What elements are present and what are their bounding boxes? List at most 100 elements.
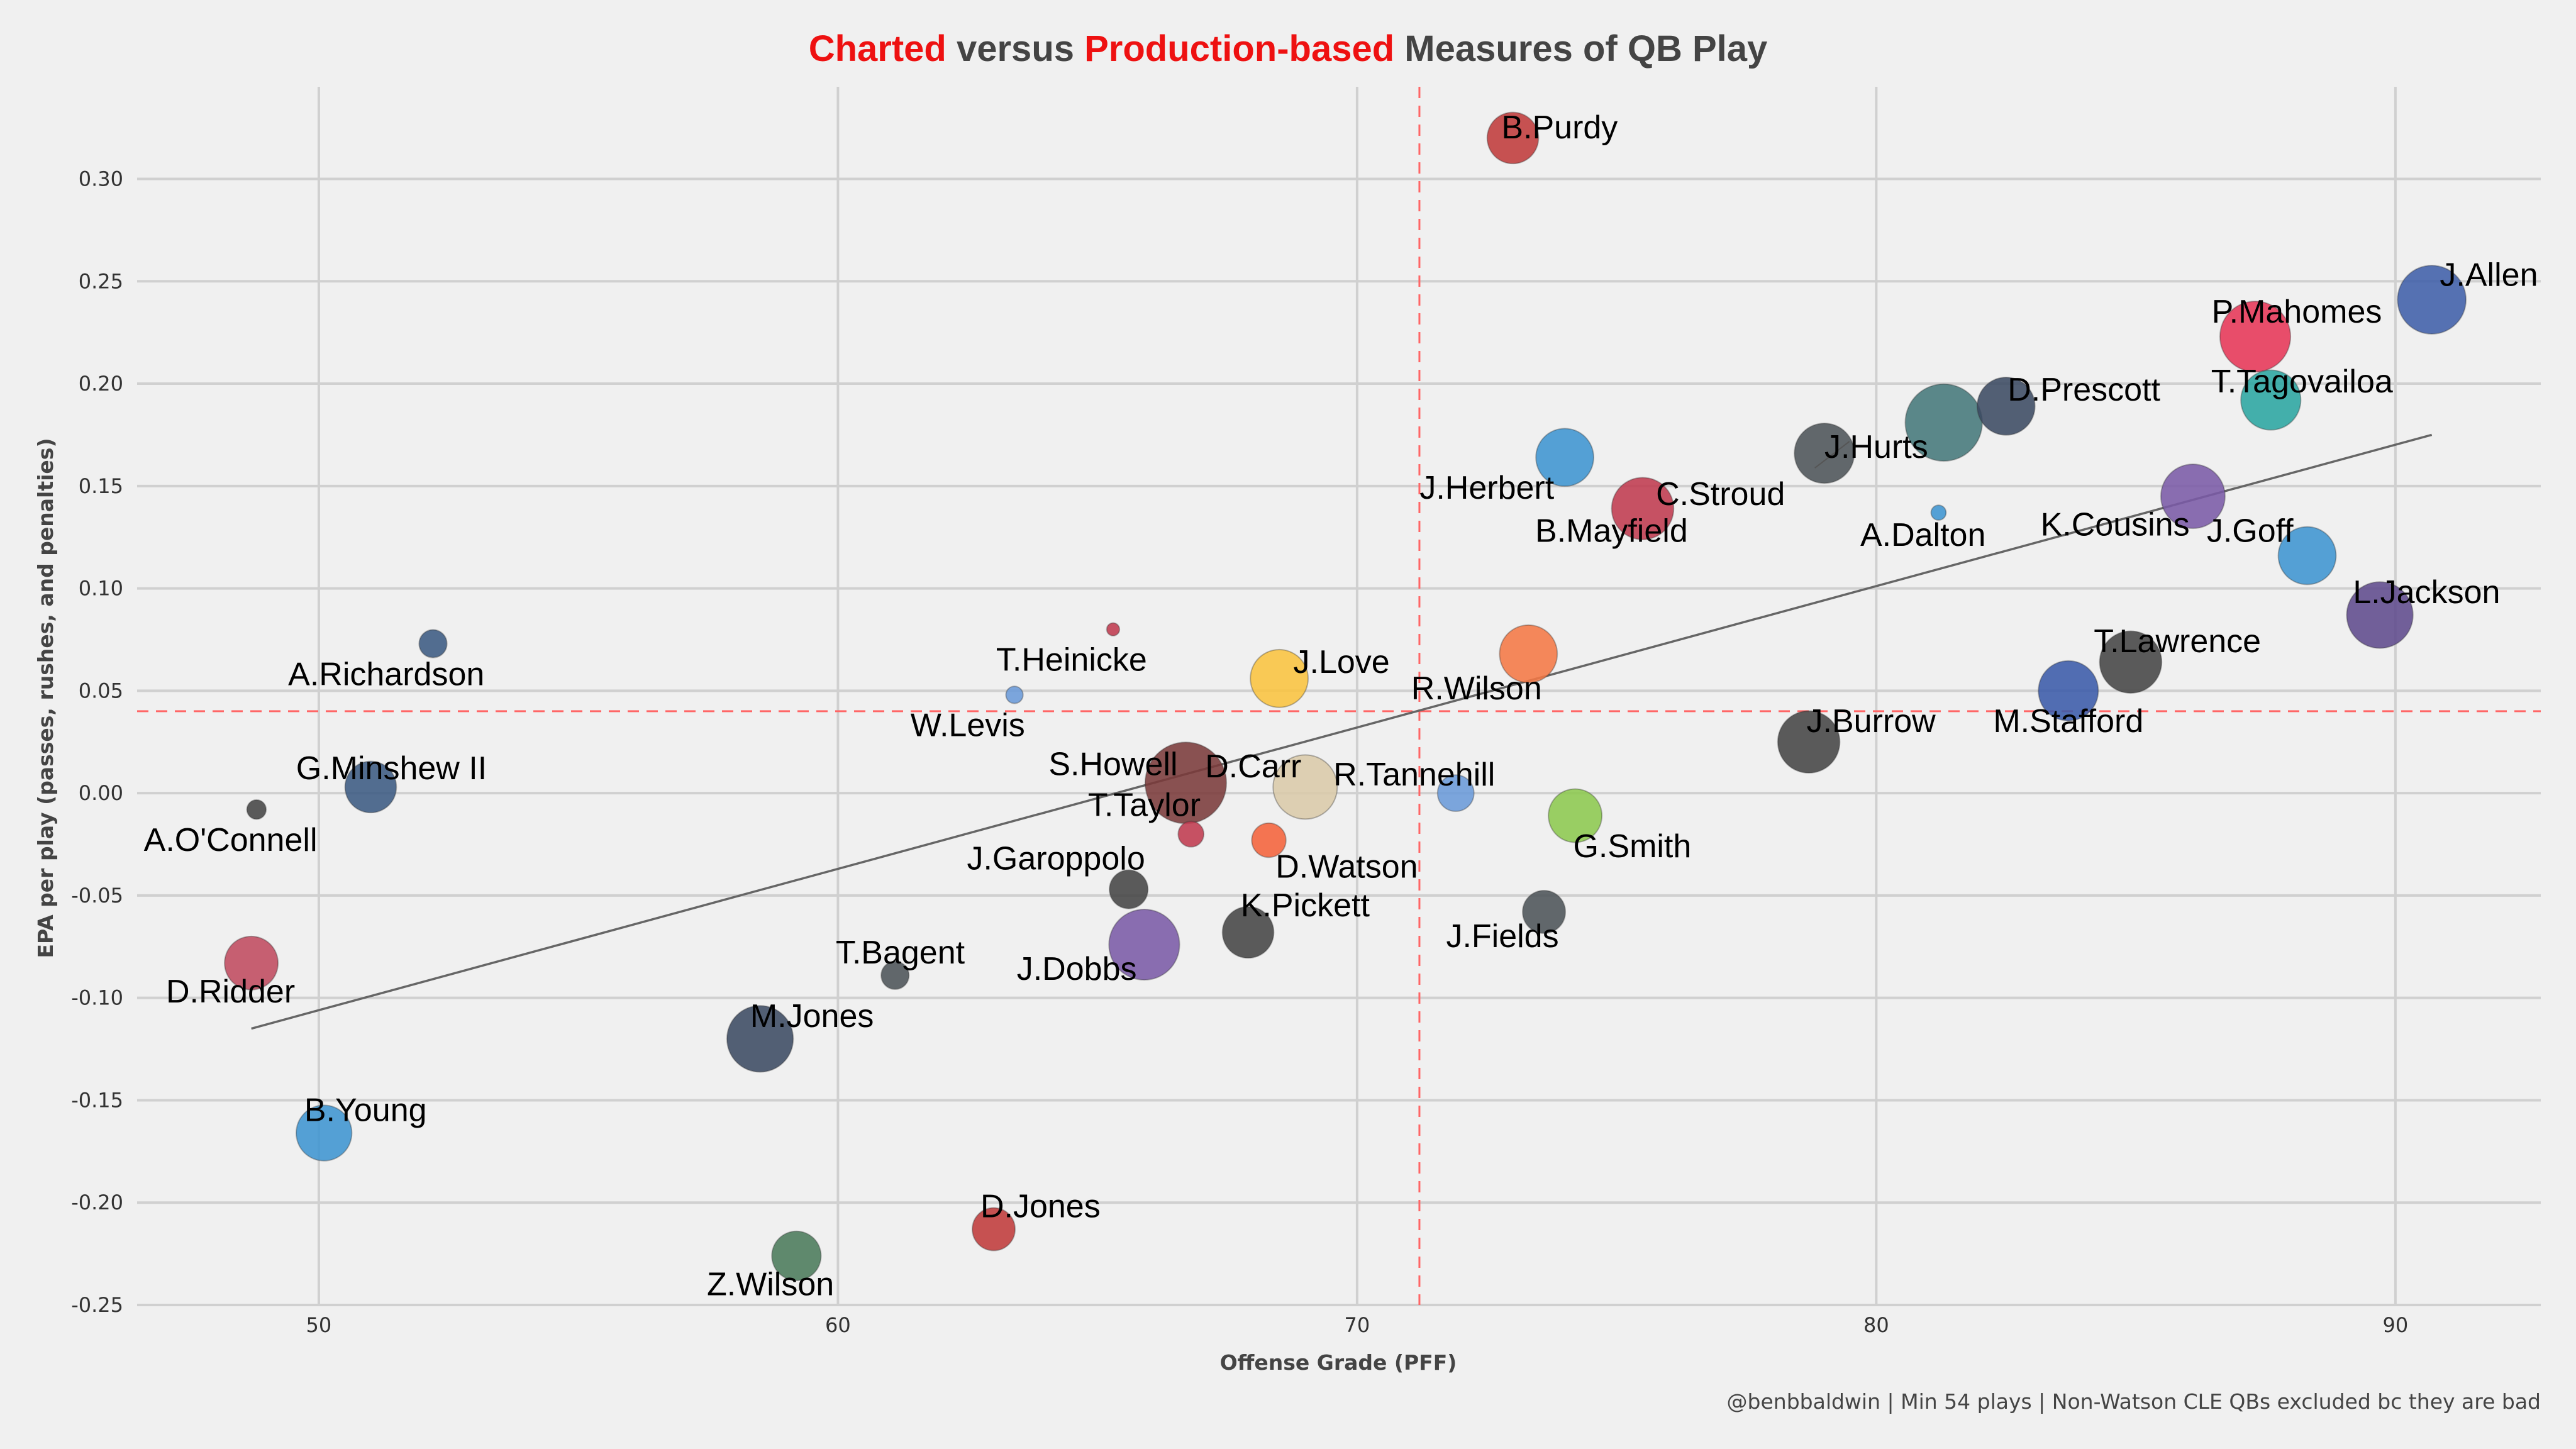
- label-t-bagent: T.Bagent: [836, 935, 965, 971]
- label-a-dalton: A.Dalton: [1860, 517, 1985, 553]
- label-t-taylor: T.Taylor: [1088, 787, 1201, 824]
- point-t-bagent: [880, 960, 910, 990]
- label-m-stafford: M.Stafford: [1993, 703, 2143, 740]
- label-m-jones: M.Jones: [750, 998, 874, 1035]
- y-tick-label-1: -0.20: [71, 1191, 123, 1214]
- label-j-herbert: J.Herbert: [1419, 470, 1554, 506]
- y-tick-label-9: 0.20: [79, 372, 123, 396]
- label-k-cousins: K.Cousins: [2041, 507, 2190, 543]
- point-b-young: [295, 1104, 353, 1162]
- label-p-mahomes: P.Mahomes: [2212, 294, 2382, 330]
- point-z-wilson: [771, 1230, 822, 1281]
- point-c-stroud: [1904, 383, 1983, 462]
- point-a-richardson: [418, 629, 448, 658]
- point-k-cousins: [2160, 464, 2226, 530]
- label-c-stroud: C.Stroud: [1656, 476, 1785, 513]
- label-d-ridder: D.Ridder: [166, 974, 295, 1010]
- point-j-burrow: [1777, 710, 1841, 774]
- point-r-tannehill: [1436, 774, 1475, 813]
- point-t-taylor: [1177, 820, 1205, 848]
- point-j-garoppolo: [1109, 869, 1149, 909]
- point-b-purdy: [1486, 111, 1540, 165]
- label-d-jones: D.Jones: [980, 1189, 1101, 1225]
- point-a-o-connell: [246, 799, 267, 820]
- x-tick-label-4: 90: [2383, 1313, 2409, 1337]
- point-a-dalton: [1930, 504, 1947, 521]
- point-r-wilson: [1499, 624, 1558, 684]
- y-tick-label-3: -0.10: [71, 986, 123, 1010]
- label-connector-c-stroud: [1814, 441, 1850, 469]
- trend-line: [251, 433, 2433, 1030]
- point-m-jones: [726, 1005, 794, 1073]
- point-j-love: [1250, 648, 1309, 708]
- y-tick-label-8: 0.15: [79, 474, 123, 498]
- point-k-pickett: [1221, 906, 1275, 959]
- label-b-mayfield: B.Mayfield: [1535, 513, 1688, 549]
- y-tick-label-2: -0.15: [71, 1088, 123, 1112]
- label-a-richardson: A.Richardson: [288, 656, 484, 692]
- data-points: [224, 111, 2467, 1281]
- point-t-lawrence: [2099, 630, 2163, 694]
- label-d-watson: D.Watson: [1275, 848, 1418, 885]
- caption: @benbbaldwin | Min 54 plays | Non-Watson…: [1727, 1389, 2541, 1414]
- label-g-smith: G.Smith: [1573, 828, 1691, 865]
- label-j-dobbs: J.Dobbs: [1017, 951, 1137, 987]
- label-j-burrow: J.Burrow: [1807, 703, 1936, 740]
- label-j-hurts: J.Hurts: [1824, 429, 1928, 465]
- x-tick-label-3: 80: [1863, 1313, 1889, 1337]
- chart-title: Charted versus Production-based Measures…: [809, 28, 1768, 69]
- x-tick-label-1: 60: [825, 1313, 851, 1337]
- y-tick-label-10: 0.25: [79, 269, 123, 293]
- label-j-fields: J.Fields: [1446, 918, 1558, 955]
- y-tick-label-4: -0.05: [71, 884, 123, 908]
- point-d-carr: [1272, 754, 1338, 820]
- tick-labels: 50 60 70 80 90 -0.25 -0.20 -0.15 -0.10 -0.05 0.00 0…: [71, 167, 2408, 1337]
- point-d-ridder: [224, 935, 279, 991]
- point-b-mayfield: [1611, 477, 1675, 540]
- label-j-garoppolo: J.Garoppolo: [967, 840, 1145, 877]
- title-segment-0: Charted: [809, 28, 947, 69]
- label-d-carr: D.Carr: [1205, 748, 1301, 785]
- point-j-herbert: [1535, 428, 1594, 487]
- point-j-allen: [2397, 265, 2467, 335]
- label-j-love: J.Love: [1294, 644, 1390, 680]
- label-a-o-connell: A.O'Connell: [144, 822, 318, 858]
- reference-lines: [137, 87, 2541, 1305]
- point-t-tagovailoa: [2240, 369, 2302, 431]
- label-t-heinicke: T.Heinicke: [996, 642, 1147, 679]
- point-labels: J.Allen P.Mahomes T.Tagovailoa D.Prescott C.…: [144, 109, 2538, 1302]
- title-segment-3: Measures of QB Play: [1394, 28, 1767, 69]
- point-j-hurts: [1794, 423, 1855, 484]
- x-axis-label: Offense Grade (PFF): [1220, 1350, 1457, 1375]
- y-tick-label-11: 0.30: [79, 167, 123, 191]
- point-m-stafford: [2038, 660, 2099, 721]
- point-d-prescott: [1976, 376, 2036, 436]
- label-t-lawrence: T.Lawrence: [2094, 623, 2261, 660]
- label-j-goff: J.Goff: [2207, 513, 2294, 549]
- point-g-smith: [1548, 788, 1603, 843]
- label-d-prescott: D.Prescott: [2007, 372, 2160, 408]
- point-p-mahomes: [2219, 301, 2292, 373]
- label-g-minshew-ii: G.Minshew II: [296, 750, 487, 787]
- point-d-jones: [972, 1207, 1016, 1252]
- point-j-fields: [1522, 889, 1567, 934]
- y-axis-label: EPA per play (passes, rushes, and penalt…: [33, 438, 58, 958]
- y-tick-label-5: 0.00: [79, 781, 123, 805]
- label-b-purdy: B.Purdy: [1501, 109, 1618, 146]
- point-d-watson: [1251, 822, 1287, 858]
- y-tick-label-0: -0.25: [71, 1293, 123, 1317]
- label-t-tagovailoa: T.Tagovailoa: [2211, 364, 2393, 400]
- point-j-goff: [2277, 526, 2337, 586]
- point-j-dobbs: [1108, 908, 1180, 981]
- trend-line-group: [251, 433, 2433, 1030]
- title-segment-1: versus: [947, 28, 1084, 69]
- grid-lines: [137, 87, 2541, 1306]
- label-s-howell: S.Howell: [1048, 747, 1177, 783]
- label-r-tannehill: R.Tannehill: [1333, 757, 1495, 793]
- x-tick-label-0: 50: [306, 1313, 332, 1337]
- y-tick-label-7: 0.10: [79, 577, 123, 601]
- x-tick-label-2: 70: [1345, 1313, 1370, 1337]
- label-k-pickett: K.Pickett: [1241, 887, 1370, 924]
- label-r-wilson: R.Wilson: [1411, 670, 1542, 707]
